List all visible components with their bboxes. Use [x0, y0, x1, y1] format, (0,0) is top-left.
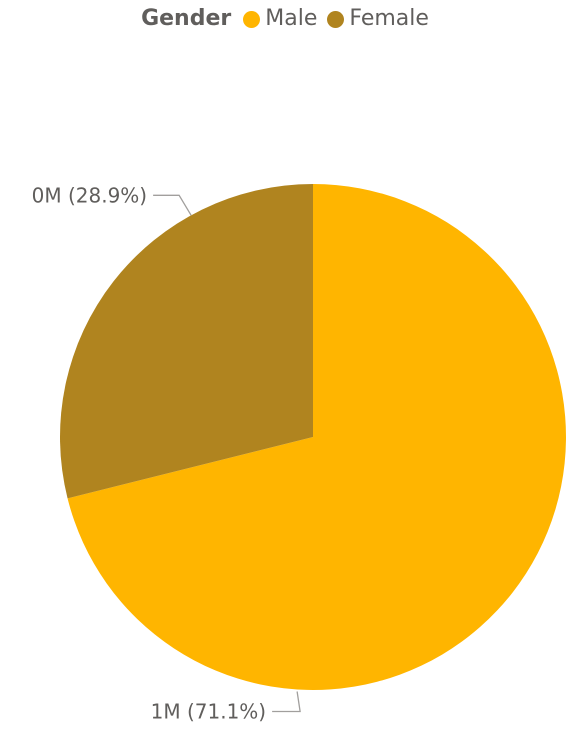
pie-slice-female[interactable] [59, 184, 313, 499]
legend-title: Gender [141, 6, 232, 31]
data-label-female: 0M (28.9%) [32, 183, 147, 207]
leader-line-female [153, 194, 192, 216]
legend: Gender Male Female [0, 4, 574, 34]
data-label-male: 1M (71.1%) [151, 700, 266, 724]
pie-slice-male[interactable] [67, 184, 566, 691]
legend-swatch-female [327, 10, 345, 28]
legend-label-female: Female [349, 6, 429, 31]
legend-swatch-male [243, 10, 261, 28]
legend-label-male: Male [265, 6, 318, 31]
legend-item-female[interactable]: Female [327, 4, 429, 34]
leader-line-male [272, 691, 301, 713]
legend-item-male[interactable]: Male [243, 4, 317, 34]
